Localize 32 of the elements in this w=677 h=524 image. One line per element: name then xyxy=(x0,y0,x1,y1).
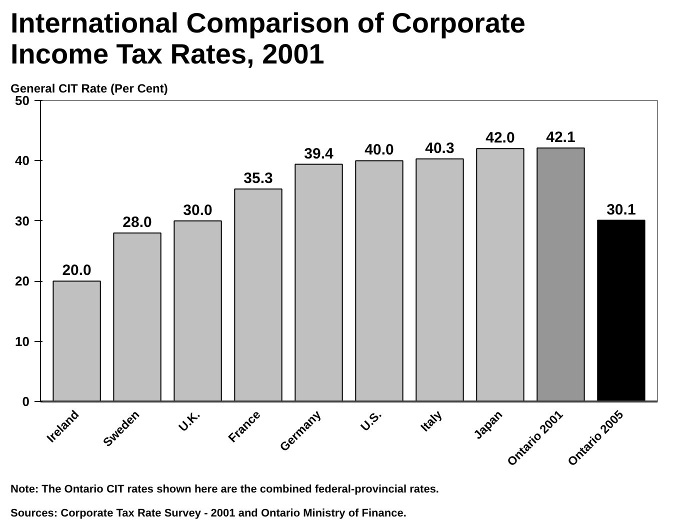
data-label: 20.0 xyxy=(62,262,92,280)
bar xyxy=(355,160,404,402)
data-label: 42.0 xyxy=(486,130,515,147)
bar xyxy=(476,148,524,402)
data-label: 40.3 xyxy=(425,140,454,157)
data-label: 30.1 xyxy=(606,201,636,218)
bar xyxy=(294,164,343,402)
y-tick-label: 0 xyxy=(22,394,30,409)
text: Note: The Ontario CIT rates shown here are the combined federal-provincial rates. xyxy=(10,484,439,496)
chart-title: International Comparison of Corporate Income Tax Rates, 2001 xyxy=(10,8,526,70)
x-tick-label: U.K. xyxy=(176,408,203,434)
y-tick-label: 30 xyxy=(15,213,30,228)
bar xyxy=(113,232,162,402)
data-label: 28.0 xyxy=(122,214,152,231)
data-label: 42.1 xyxy=(546,129,576,146)
bar xyxy=(234,188,282,402)
data-label: 39.4 xyxy=(304,145,334,162)
data-label: 40.0 xyxy=(364,142,394,159)
bar xyxy=(416,158,464,402)
y-tick-label: 40 xyxy=(15,153,30,168)
y-tick-label: 50 xyxy=(15,93,30,108)
data-label: 35.3 xyxy=(244,170,273,187)
x-tick-label: U.S. xyxy=(358,408,384,434)
data-label: 30.0 xyxy=(183,202,212,219)
y-tick-label: 10 xyxy=(15,334,30,349)
bar xyxy=(52,280,101,402)
y-axis-title: General CIT Rate (Per Cent) xyxy=(10,82,168,96)
source-note: Sources: Corporate Tax Rate Survey - 2001 and Ontario Ministry of Finance. xyxy=(10,508,406,520)
bar xyxy=(174,220,222,402)
bar xyxy=(536,148,585,402)
y-tick-label: 20 xyxy=(15,274,30,289)
bar xyxy=(597,220,646,402)
